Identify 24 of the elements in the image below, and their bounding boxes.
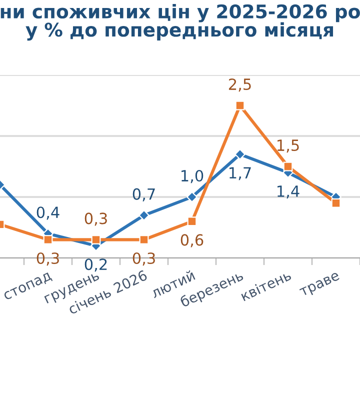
data-label: 0,2: [84, 258, 107, 272]
point: [91, 234, 101, 244]
point: [139, 234, 149, 244]
data-label: 0,3: [36, 252, 59, 266]
data-label: 0,4: [36, 206, 60, 220]
data-label: 1,4: [278, 186, 300, 198]
data-label: 2,5: [228, 78, 251, 92]
point: [235, 100, 245, 110]
data-label: 0,3: [132, 252, 155, 266]
data-label: 0,6: [180, 234, 204, 248]
point: [283, 162, 293, 172]
point: [234, 148, 246, 160]
chart-title: ни споживчих цін у 2025-2026 ро у % до попереднього місяця: [0, 4, 360, 41]
x-tick-label: траве: [299, 272, 342, 299]
data-label: 0,7: [132, 188, 155, 202]
point: [187, 216, 197, 226]
point: [43, 234, 53, 244]
point: [138, 210, 150, 221]
data-label: 1,0: [182, 170, 204, 184]
point: [331, 198, 341, 208]
data-label: 0,3: [84, 212, 107, 226]
data-label: 1,7: [230, 167, 251, 180]
point: [186, 192, 198, 202]
data-label: 1,5: [278, 140, 299, 153]
